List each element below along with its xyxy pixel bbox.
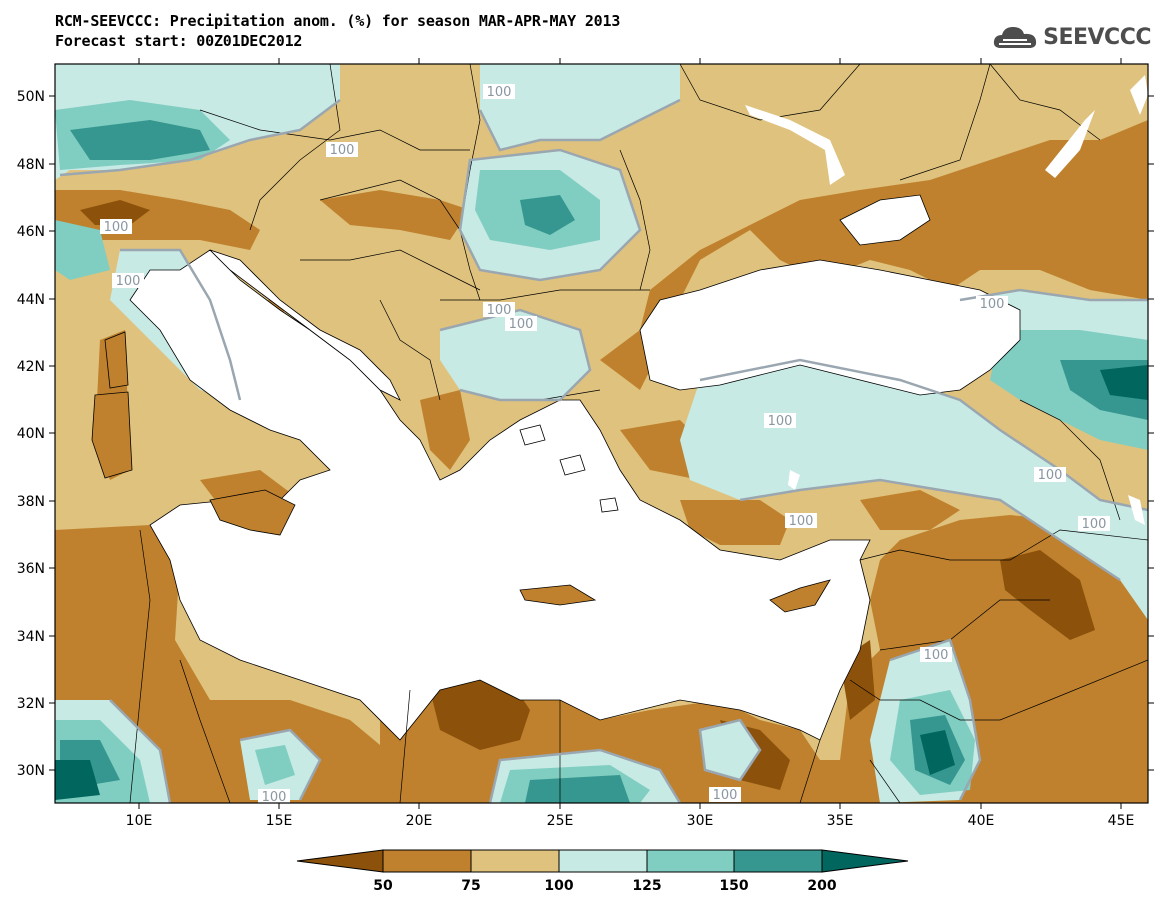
svg-text:44N: 44N [17, 292, 45, 308]
lat-tick: 42N [17, 359, 1154, 375]
contour-label: 100 [483, 302, 515, 318]
lat-tick: 48N [17, 157, 1154, 173]
lat-tick: 44N [17, 292, 1154, 308]
svg-text:100: 100 [789, 514, 814, 529]
svg-text:50N: 50N [17, 89, 45, 105]
latitude-axis: 50N 48N 46N 44N 42N 40N 38N 36N 34N 32N … [17, 89, 1154, 779]
contour-100 [59, 98, 1148, 803]
svg-text:46N: 46N [17, 224, 45, 240]
colorbar: 50 75 100 125 150 200 [296, 849, 909, 894]
contour-label: 100 [100, 219, 132, 235]
lon-tick: 20E [406, 58, 433, 829]
contour-label: 100 [505, 316, 537, 332]
logo-text: SEEVCCC [1043, 24, 1151, 50]
svg-text:15E: 15E [266, 813, 293, 829]
svg-text:100: 100 [924, 648, 949, 663]
colorbar-label: 75 [461, 878, 480, 894]
svg-text:100: 100 [1038, 468, 1063, 483]
contour-label: 100 [764, 413, 796, 429]
contour-label: 100 [976, 296, 1008, 312]
contour-labels: 100 100 100 100 100 100 100 100 100 100 … [100, 84, 1110, 805]
contour-label: 100 [112, 273, 144, 289]
colorbar-gt-200 [821, 849, 909, 873]
colorbar-lt-50 [296, 849, 384, 873]
contour-label: 100 [1034, 467, 1066, 483]
contour-label: 100 [258, 789, 290, 805]
lat-tick: 50N [17, 89, 1154, 105]
colorbar-125-150 [646, 849, 735, 873]
band-gt-200 [55, 365, 1148, 800]
lon-tick: 25E [547, 58, 574, 829]
lat-tick: 40N [17, 426, 1154, 442]
svg-text:36N: 36N [17, 561, 45, 577]
lon-tick: 40E [968, 58, 995, 829]
cloud-icon [994, 27, 1037, 48]
sea-mask [129, 194, 1021, 741]
seevccc-logo: SEEVCCC [991, 22, 1151, 52]
contour-label: 100 [483, 84, 515, 100]
contour-label: 100 [920, 647, 952, 663]
lat-tick: 34N [17, 629, 1154, 645]
lon-tick: 10E [126, 58, 153, 829]
svg-text:100: 100 [980, 297, 1005, 312]
svg-text:100: 100 [487, 303, 512, 318]
svg-text:34N: 34N [17, 629, 45, 645]
colorbar-75-100 [470, 849, 560, 873]
colorbar-label: 200 [807, 878, 836, 894]
lon-tick: 30E [687, 58, 714, 829]
colorbar-label: 125 [632, 878, 661, 894]
svg-text:40N: 40N [17, 426, 45, 442]
colorbar-50-75 [382, 849, 472, 873]
lon-tick: 45E [1108, 58, 1135, 829]
svg-text:42N: 42N [17, 359, 45, 375]
precip-field: 100 100 100 100 100 100 100 100 100 100 … [55, 64, 1148, 805]
svg-text:38N: 38N [17, 494, 45, 510]
svg-text:35E: 35E [827, 813, 854, 829]
lat-tick: 38N [17, 494, 1154, 510]
svg-text:100: 100 [509, 317, 534, 332]
lon-tick: 15E [266, 58, 293, 829]
svg-text:10E: 10E [126, 813, 153, 829]
no-data-streaks [745, 75, 1148, 525]
svg-text:100: 100 [1082, 517, 1107, 532]
svg-text:100: 100 [104, 220, 129, 235]
title-line-1: RCM-SEEVCCC: Precipitation anom. (%) for… [55, 12, 621, 30]
colorbar-label: 100 [544, 878, 573, 894]
svg-text:40E: 40E [968, 813, 995, 829]
svg-text:32N: 32N [17, 696, 45, 712]
svg-text:100: 100 [713, 788, 738, 803]
colorbar-150-200 [733, 849, 823, 873]
svg-text:25E: 25E [547, 813, 574, 829]
contour-label: 100 [326, 142, 358, 158]
svg-text:100: 100 [330, 143, 355, 158]
lat-tick: 46N [17, 224, 1154, 240]
aegean-islands [519, 424, 619, 513]
lat-tick: 36N [17, 561, 1154, 577]
country-borders [129, 64, 1148, 803]
svg-text:20E: 20E [406, 813, 433, 829]
svg-text:45E: 45E [1108, 813, 1135, 829]
svg-text:48N: 48N [17, 157, 45, 173]
svg-text:100: 100 [116, 274, 141, 289]
contour-label: 100 [1078, 516, 1110, 532]
lon-tick: 35E [827, 58, 854, 829]
contour-label: 100 [785, 513, 817, 529]
svg-text:30N: 30N [17, 763, 45, 779]
map-title: RCM-SEEVCCC: Precipitation anom. (%) for… [55, 11, 620, 51]
lat-tick: 32N [17, 696, 1154, 712]
colorbar-label: 50 [373, 878, 393, 894]
svg-text:100: 100 [487, 85, 512, 100]
longitude-axis: 10E 15E 20E 25E 30E 35E 40E 45E [126, 58, 1135, 829]
colorbar-100-125 [558, 849, 648, 873]
svg-text:30E: 30E [687, 813, 714, 829]
contour-label: 100 [709, 787, 741, 803]
lat-tick: 30N [17, 763, 1154, 779]
svg-text:100: 100 [262, 790, 287, 805]
islands [91, 331, 831, 613]
colorbar-label: 150 [719, 878, 748, 894]
title-line-2: Forecast start: 00Z01DEC2012 [55, 32, 303, 50]
svg-text:100: 100 [768, 414, 793, 429]
